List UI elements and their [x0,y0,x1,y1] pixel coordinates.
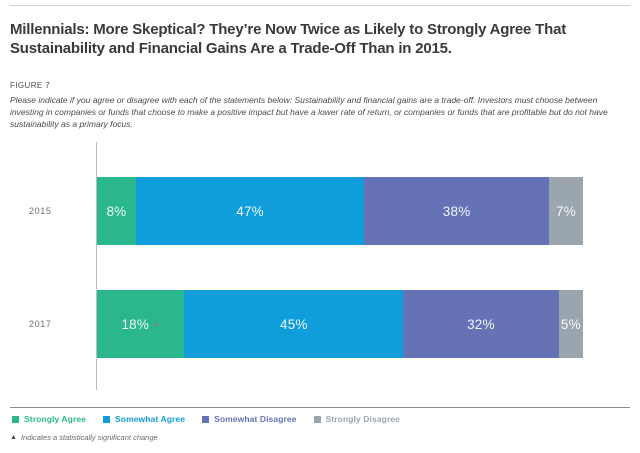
legend-divider [10,407,630,408]
bar-row-2017: 2017 18% ▲ 45% 32% 5% [29,290,583,358]
plot-area: 2015 8% 47% 38% 7% 2017 18% ▲ 45% 32% 5% [29,142,583,390]
legend-item: Somewhat Agree [103,414,185,424]
footnote-text: Indicates a statistically significant ch… [20,433,158,442]
stacked-bar: 8% 47% 38% 7% [97,177,583,245]
legend-swatch-icon [12,415,19,423]
significance-triangle-icon: ▲ [153,320,161,328]
data-label: 7% [556,203,576,219]
top-divider [10,5,630,6]
data-label: 38% [442,203,471,219]
legend-label: Strongly Agree [24,414,87,424]
legend-label: Somewhat Disagree [214,414,297,424]
legend-label: Somewhat Agree [115,414,186,424]
bar-segment: 38% [364,177,549,245]
data-label: 45% [280,316,308,332]
bar-segment: 45% [184,290,404,358]
stacked-bar: 18% ▲ 45% 32% 5% [97,290,583,358]
survey-question-text: Please indicate if you agree or disagree… [10,95,608,129]
data-label: 32% [467,316,495,332]
bar-segment: 32% [403,290,559,358]
bar-segment: 18% ▲ [97,290,185,358]
bar-segment: 8% [97,177,136,245]
bar-segment: 5% [558,290,583,358]
bar-row-2015: 2015 8% 47% 38% 7% [29,177,583,245]
data-label: 5% [560,316,581,332]
bar-segment: 47% [135,177,365,245]
chart-title: Millennials: More Skeptical? They’re Now… [10,21,567,57]
significance-footnote: ▲ Indicates a statistically significant … [10,433,158,442]
legend-item: Strongly Agree [12,414,86,424]
significance-triangle-icon: ▲ [10,434,17,441]
legend: Strongly Agree Somewhat Agree Somewhat Dis… [12,414,400,424]
category-label: 2017 [29,319,52,329]
legend-swatch-icon [313,415,321,423]
legend-swatch-icon [202,415,210,423]
bar-segment: 7% [548,177,583,245]
legend-item: Somewhat Disagree [202,414,296,424]
data-label: 18% [121,316,150,332]
data-label: 8% [106,203,127,219]
category-label: 2015 [29,206,52,216]
figure-number-label: FIGURE 7 [10,81,51,90]
legend-label: Strongly Disagree [325,414,401,424]
data-label: 47% [236,203,264,219]
legend-swatch-icon [103,415,111,423]
legend-item: Strongly Disagree [313,414,401,424]
